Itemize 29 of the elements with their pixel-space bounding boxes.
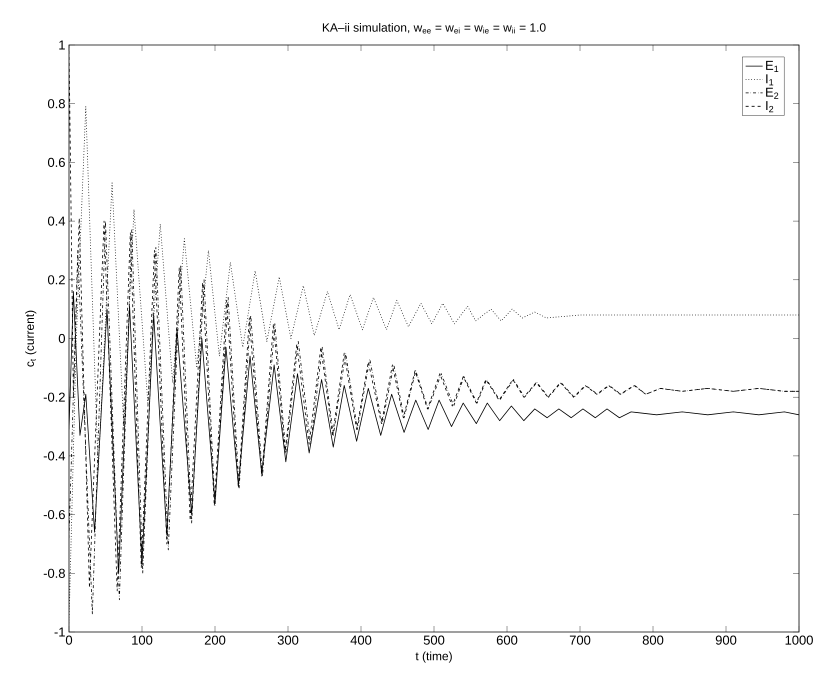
legend-label: E$_{1}$ bbox=[766, 60, 778, 72]
chart-title: KA–ii simulation, w$_{ee}$ = w$_{ei}$ = w$_{ie}$ = w$_{ii}$ = 1.0 bbox=[322, 22, 546, 34]
y-tick-label: 0.8 bbox=[48, 99, 65, 108]
x-tick-label: 200 bbox=[204, 636, 226, 645]
x-tick-label: 600 bbox=[496, 636, 518, 645]
x-tick-label: 0 bbox=[66, 636, 72, 645]
y-tick-label: -1 bbox=[54, 628, 65, 636]
y-tick-label: 0.4 bbox=[48, 216, 66, 226]
x-axis-title: t (time) bbox=[416, 652, 452, 663]
legend-label: E$_{2}$ bbox=[766, 88, 778, 99]
x-tick-label: 100 bbox=[132, 636, 152, 645]
y-axis-title: c$_{t}$ (current) bbox=[25, 310, 36, 367]
y-tick-label: 1 bbox=[59, 40, 65, 50]
y-tick-label: 0.2 bbox=[48, 275, 65, 284]
legend-label: I$_{1}$ bbox=[766, 74, 774, 86]
y-tick-label: -0.6 bbox=[44, 510, 65, 520]
y-tick-label: 0.6 bbox=[48, 158, 65, 167]
y-tick-label: -0.2 bbox=[44, 392, 65, 402]
x-tick-label: 800 bbox=[642, 636, 664, 645]
y-tick-label: 0 bbox=[58, 334, 65, 344]
y-tick-label: -0.8 bbox=[44, 568, 65, 578]
y-tick-label: -0.4 bbox=[44, 451, 66, 460]
x-tick-label: 300 bbox=[278, 636, 298, 645]
x-tick-label: 700 bbox=[570, 636, 590, 645]
x-tick-label: 900 bbox=[716, 636, 736, 645]
x-tick-label: 400 bbox=[350, 636, 372, 645]
x-tick-label: 1000 bbox=[786, 636, 813, 645]
x-tick-label: 500 bbox=[424, 636, 444, 645]
legend-label: I$_{2}$ bbox=[766, 101, 774, 112]
